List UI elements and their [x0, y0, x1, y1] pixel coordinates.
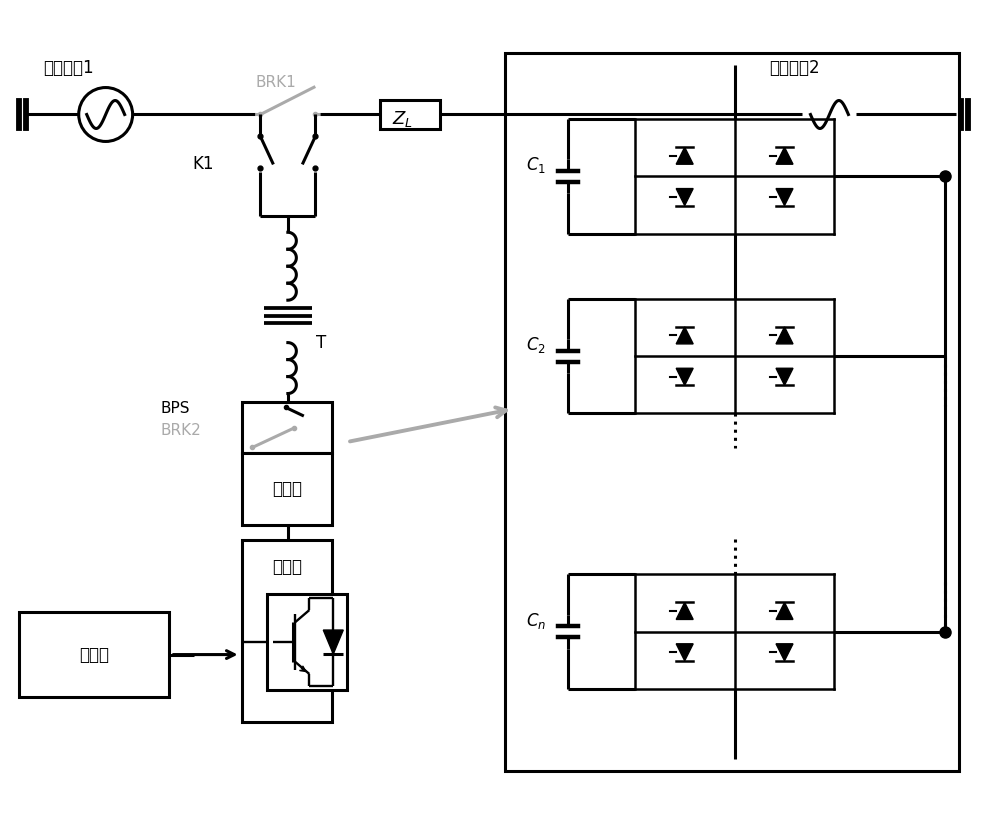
Polygon shape [776, 644, 793, 661]
Bar [380, 99, 440, 129]
Polygon shape [676, 602, 693, 619]
Polygon shape [323, 630, 343, 654]
Text: BRK2: BRK2 [161, 423, 201, 439]
Bar [242, 453, 332, 525]
Text: $C_2$: $C_2$ [526, 335, 546, 355]
Polygon shape [776, 327, 793, 344]
Polygon shape [676, 189, 693, 206]
Text: $C_n$: $C_n$ [526, 610, 546, 631]
Polygon shape [676, 368, 693, 385]
Polygon shape [676, 644, 693, 661]
Text: $Z_L$: $Z_L$ [392, 109, 413, 129]
Polygon shape [776, 602, 793, 619]
Text: $C_1$: $C_1$ [526, 155, 546, 175]
Text: BPS: BPS [161, 401, 190, 417]
Polygon shape [776, 368, 793, 385]
Bar [19, 612, 169, 697]
Text: K1: K1 [193, 155, 214, 173]
Text: 控制器: 控制器 [79, 646, 109, 663]
Polygon shape [776, 147, 793, 164]
Bar [267, 594, 347, 690]
Text: 换流器: 换流器 [272, 558, 302, 576]
Text: T: T [316, 334, 326, 352]
Polygon shape [776, 189, 793, 206]
Text: 交流电源2: 交流电源2 [770, 59, 820, 77]
Text: 滤波器: 滤波器 [272, 480, 302, 498]
Bar [505, 53, 959, 772]
Text: 交流电源1: 交流电源1 [43, 59, 93, 77]
Polygon shape [676, 147, 693, 164]
Text: BRK1: BRK1 [255, 75, 296, 90]
Bar [242, 540, 332, 722]
Polygon shape [676, 327, 693, 344]
Bar [242, 401, 332, 453]
